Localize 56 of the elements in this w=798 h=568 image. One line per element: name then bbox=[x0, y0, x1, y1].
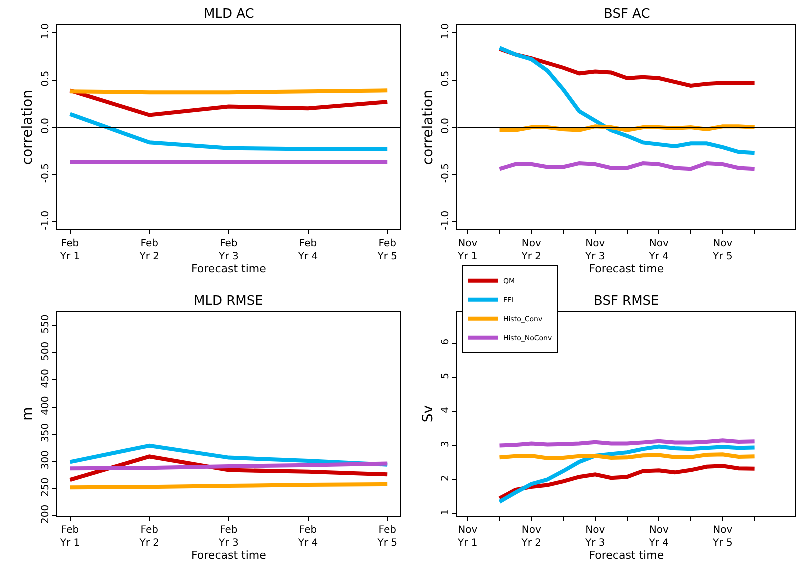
x-tick-label: Nov Yr 1 bbox=[457, 238, 478, 263]
y-tick-label: 350 bbox=[40, 423, 52, 442]
x-tick-label: Feb Yr 4 bbox=[297, 524, 318, 549]
x-tick-label: Nov Yr 3 bbox=[584, 524, 606, 549]
x-tick-label: Nov Yr 4 bbox=[648, 238, 670, 263]
x-tick-label: Nov Yr 1 bbox=[457, 524, 478, 549]
y-tick-label: 1.0 bbox=[440, 24, 452, 40]
y-tick-label: -1.0 bbox=[40, 210, 52, 230]
chart-title: BSF AC bbox=[604, 7, 650, 22]
y-tick-label: 450 bbox=[40, 369, 52, 388]
x-axis-title: Forecast time bbox=[191, 262, 267, 276]
x-tick-label: Feb Yr 1 bbox=[59, 524, 80, 549]
y-tick-label: 500 bbox=[40, 342, 52, 362]
y-axis-title: correlation bbox=[20, 90, 36, 166]
x-tick-label: Feb Yr 2 bbox=[138, 524, 160, 549]
x-tick-label: Feb Yr 2 bbox=[138, 238, 160, 263]
y-axis-title: Sv bbox=[420, 405, 436, 423]
y-tick-label: 5 bbox=[440, 372, 452, 380]
y-tick-label: 4 bbox=[440, 407, 452, 414]
x-axis-title: Forecast time bbox=[191, 548, 267, 562]
y-axis-title: m bbox=[20, 407, 36, 421]
x-tick-label: Feb Yr 3 bbox=[218, 238, 239, 263]
y-tick-label: 1 bbox=[440, 509, 452, 516]
x-tick-label: Nov Yr 2 bbox=[520, 238, 542, 263]
x-axis-title: Forecast time bbox=[589, 262, 664, 276]
y-tick-label: 0.0 bbox=[440, 118, 452, 134]
y-tick-label: 200 bbox=[40, 504, 52, 524]
y-tick-label: 6 bbox=[440, 338, 452, 346]
y-tick-label: 300 bbox=[40, 450, 52, 470]
x-tick-label: Feb Yr 5 bbox=[376, 524, 398, 549]
y-tick-label: 400 bbox=[40, 396, 52, 416]
chart-title: MLD RMSE bbox=[194, 294, 264, 309]
x-tick-label: Nov Yr 5 bbox=[712, 238, 733, 263]
y-tick-label: 0.0 bbox=[40, 118, 52, 134]
x-tick-label: Feb Yr 4 bbox=[297, 238, 318, 263]
x-tick-label: Feb Yr 5 bbox=[376, 238, 398, 263]
y-tick-label: 0.5 bbox=[40, 70, 52, 87]
x-axis-title: Forecast time bbox=[589, 548, 664, 562]
y-tick-label: 250 bbox=[40, 478, 52, 497]
y-tick-label: -0.5 bbox=[440, 164, 452, 184]
x-tick-label: Nov Yr 2 bbox=[520, 524, 542, 549]
y-tick-label: -1.0 bbox=[440, 210, 452, 230]
y-tick-label: -0.5 bbox=[40, 164, 52, 184]
x-tick-label: Nov Yr 5 bbox=[712, 524, 733, 549]
chart-title: MLD AC bbox=[204, 7, 254, 22]
chart-title: BSF RMSE bbox=[594, 294, 660, 309]
y-tick-label: 3 bbox=[440, 441, 452, 448]
y-tick-label: 550 bbox=[40, 314, 52, 334]
y-axis-title: correlation bbox=[420, 90, 436, 166]
x-tick-label: Nov Yr 3 bbox=[584, 238, 606, 263]
x-tick-label: Feb Yr 1 bbox=[59, 238, 80, 263]
y-tick-label: 2 bbox=[440, 475, 452, 482]
x-tick-label: Nov Yr 4 bbox=[648, 524, 670, 549]
y-tick-label: 1.0 bbox=[40, 24, 52, 40]
y-tick-label: 0.5 bbox=[440, 70, 452, 87]
x-tick-label: Feb Yr 3 bbox=[218, 524, 239, 549]
